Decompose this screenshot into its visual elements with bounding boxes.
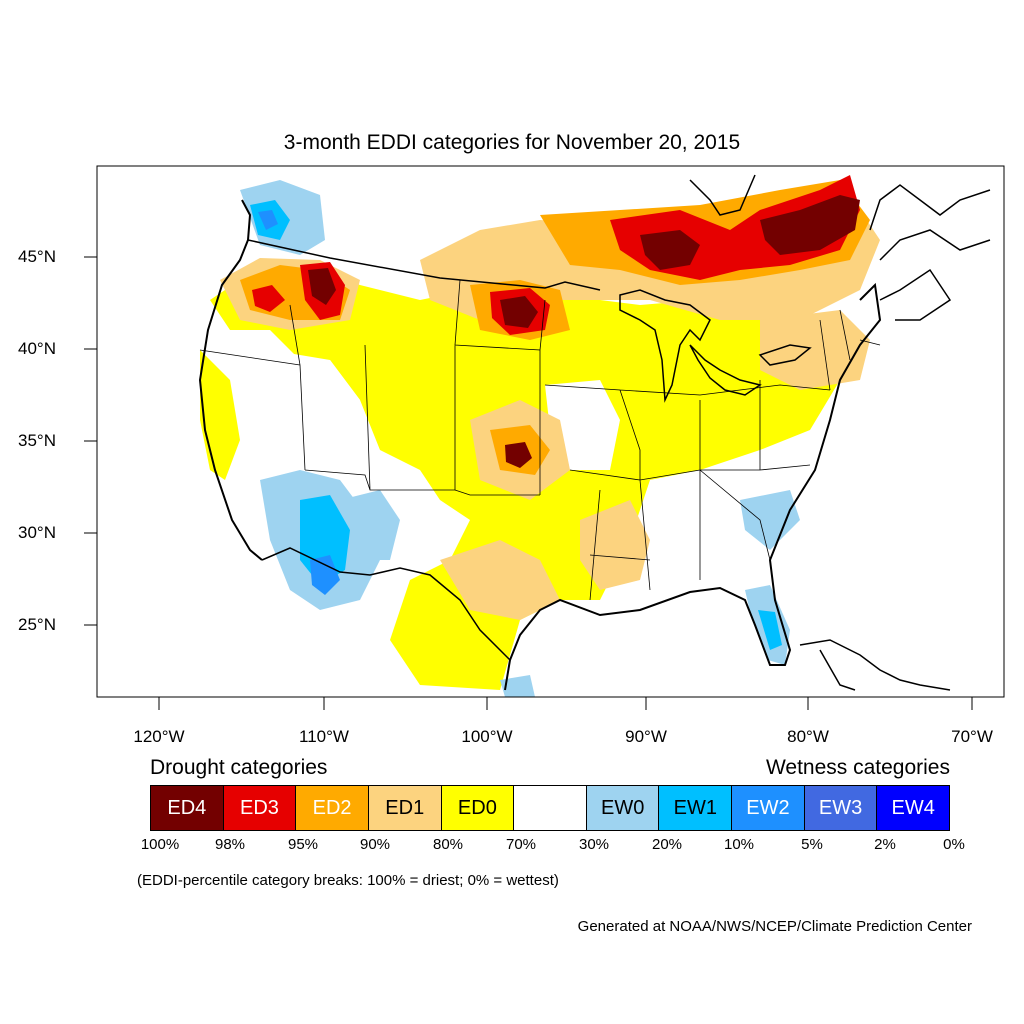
- border-mexico: [261, 547, 511, 661]
- legend-label-ew4: EW4: [891, 796, 935, 819]
- legend-cell-ed1: ED1: [368, 786, 442, 830]
- legend-label-ew2: EW2: [746, 796, 790, 819]
- legend-label-ew1: EW1: [673, 796, 717, 819]
- legend-cell-ew4: EW4: [877, 786, 950, 830]
- region-ew2-southwest: [310, 555, 340, 595]
- legend-label-ed4: ED4: [167, 796, 207, 819]
- lat-label-25: 25°N: [18, 615, 56, 634]
- legend-cell-ew0: EW0: [586, 786, 660, 830]
- category-breaks-note: (EDDI-percentile category breaks: 100% =…: [137, 872, 559, 889]
- lon-label-90w: 90°W: [625, 727, 667, 746]
- legend-cell-ew1: EW1: [659, 786, 733, 830]
- legend-cell-ew3: EW3: [804, 786, 878, 830]
- lon-label-110w: 110°W: [299, 727, 349, 746]
- region-ew1-florida: [758, 610, 782, 650]
- break-label: 2%: [874, 836, 896, 853]
- region-ew2-washington: [258, 210, 278, 230]
- region-ed1-texas: [440, 540, 560, 620]
- break-label: 95%: [287, 836, 319, 853]
- legend-cell-ed0: ED0: [441, 786, 515, 830]
- region-ed1-delta: [580, 500, 650, 590]
- legend-cell-ew2: EW2: [732, 786, 805, 830]
- break-label: 70%: [505, 836, 537, 853]
- great-lakes: [619, 289, 812, 403]
- lon-label-100w: 100°W: [461, 727, 513, 746]
- map-plot-area: [198, 174, 991, 697]
- coastline-us: [198, 199, 882, 691]
- break-label: 100%: [140, 836, 180, 853]
- break-label: 10%: [723, 836, 755, 853]
- legend-label-ew3: EW3: [818, 796, 863, 819]
- border-canada: [247, 239, 601, 291]
- break-label: 5%: [801, 836, 823, 853]
- legend-label-ed3: ED3: [240, 796, 279, 819]
- credit-line: Generated at NOAA/NWS/NCEP/Climate Predi…: [577, 918, 972, 935]
- region-neutral-west: [260, 350, 370, 480]
- legend-label-ed2: ED2: [312, 796, 352, 819]
- break-label: 0%: [943, 836, 965, 853]
- lat-label-30: 30°N: [18, 523, 56, 542]
- region-ed1-northeast: [760, 310, 870, 390]
- region-ed4-kansas: [505, 442, 532, 468]
- region-ed4-dakota: [500, 296, 538, 328]
- legend-label-ed1: ED1: [385, 796, 425, 819]
- break-label: 20%: [651, 836, 683, 853]
- region-ew0-carolina: [740, 490, 800, 550]
- axis-ticks: [84, 256, 973, 710]
- break-label: 98%: [214, 836, 246, 853]
- drought-categories-heading: Drought categories: [150, 756, 328, 779]
- map-title: 3-month EDDI categories for November 20,…: [283, 131, 741, 154]
- state-borders: [199, 279, 881, 601]
- region-ew0-newmexico: [340, 490, 400, 560]
- break-label: 80%: [432, 836, 464, 853]
- lat-label-40: 40°N: [18, 339, 56, 358]
- lon-label-70w: 70°W: [951, 727, 993, 746]
- region-ed3-oregon: [252, 285, 285, 312]
- legend-cell-neutral: [514, 786, 587, 830]
- legend-label-ed0: ED0: [457, 796, 497, 819]
- wetness-categories-heading: Wetness categories: [765, 756, 950, 779]
- region-ed4-idaho: [308, 268, 336, 305]
- lon-label-120w: 120°W: [133, 727, 185, 746]
- cuba-coast: [799, 639, 951, 691]
- category-legend: ED4 ED3 ED2 ED1 ED0 EW0 EW1 EW2 EW3 EW4: [150, 785, 950, 831]
- legend-label-ew0: EW0: [600, 796, 645, 819]
- break-label: 90%: [359, 836, 391, 853]
- region-ew0-mexico: [500, 675, 535, 697]
- lon-label-80w: 80°W: [787, 727, 829, 746]
- lat-label-35: 35°N: [18, 431, 56, 450]
- legend-cell-ed4: ED4: [151, 786, 224, 830]
- legend-cell-ed3: ED3: [223, 786, 297, 830]
- map-frame: [96, 165, 1005, 698]
- region-ed4-quebec: [760, 195, 860, 255]
- hudson-bay-shore: [689, 174, 991, 321]
- break-label: 30%: [578, 836, 610, 853]
- lat-label-45: 45°N: [18, 247, 56, 266]
- region-ed4-ontario: [640, 230, 700, 270]
- legend-cell-ed2: ED2: [296, 786, 369, 830]
